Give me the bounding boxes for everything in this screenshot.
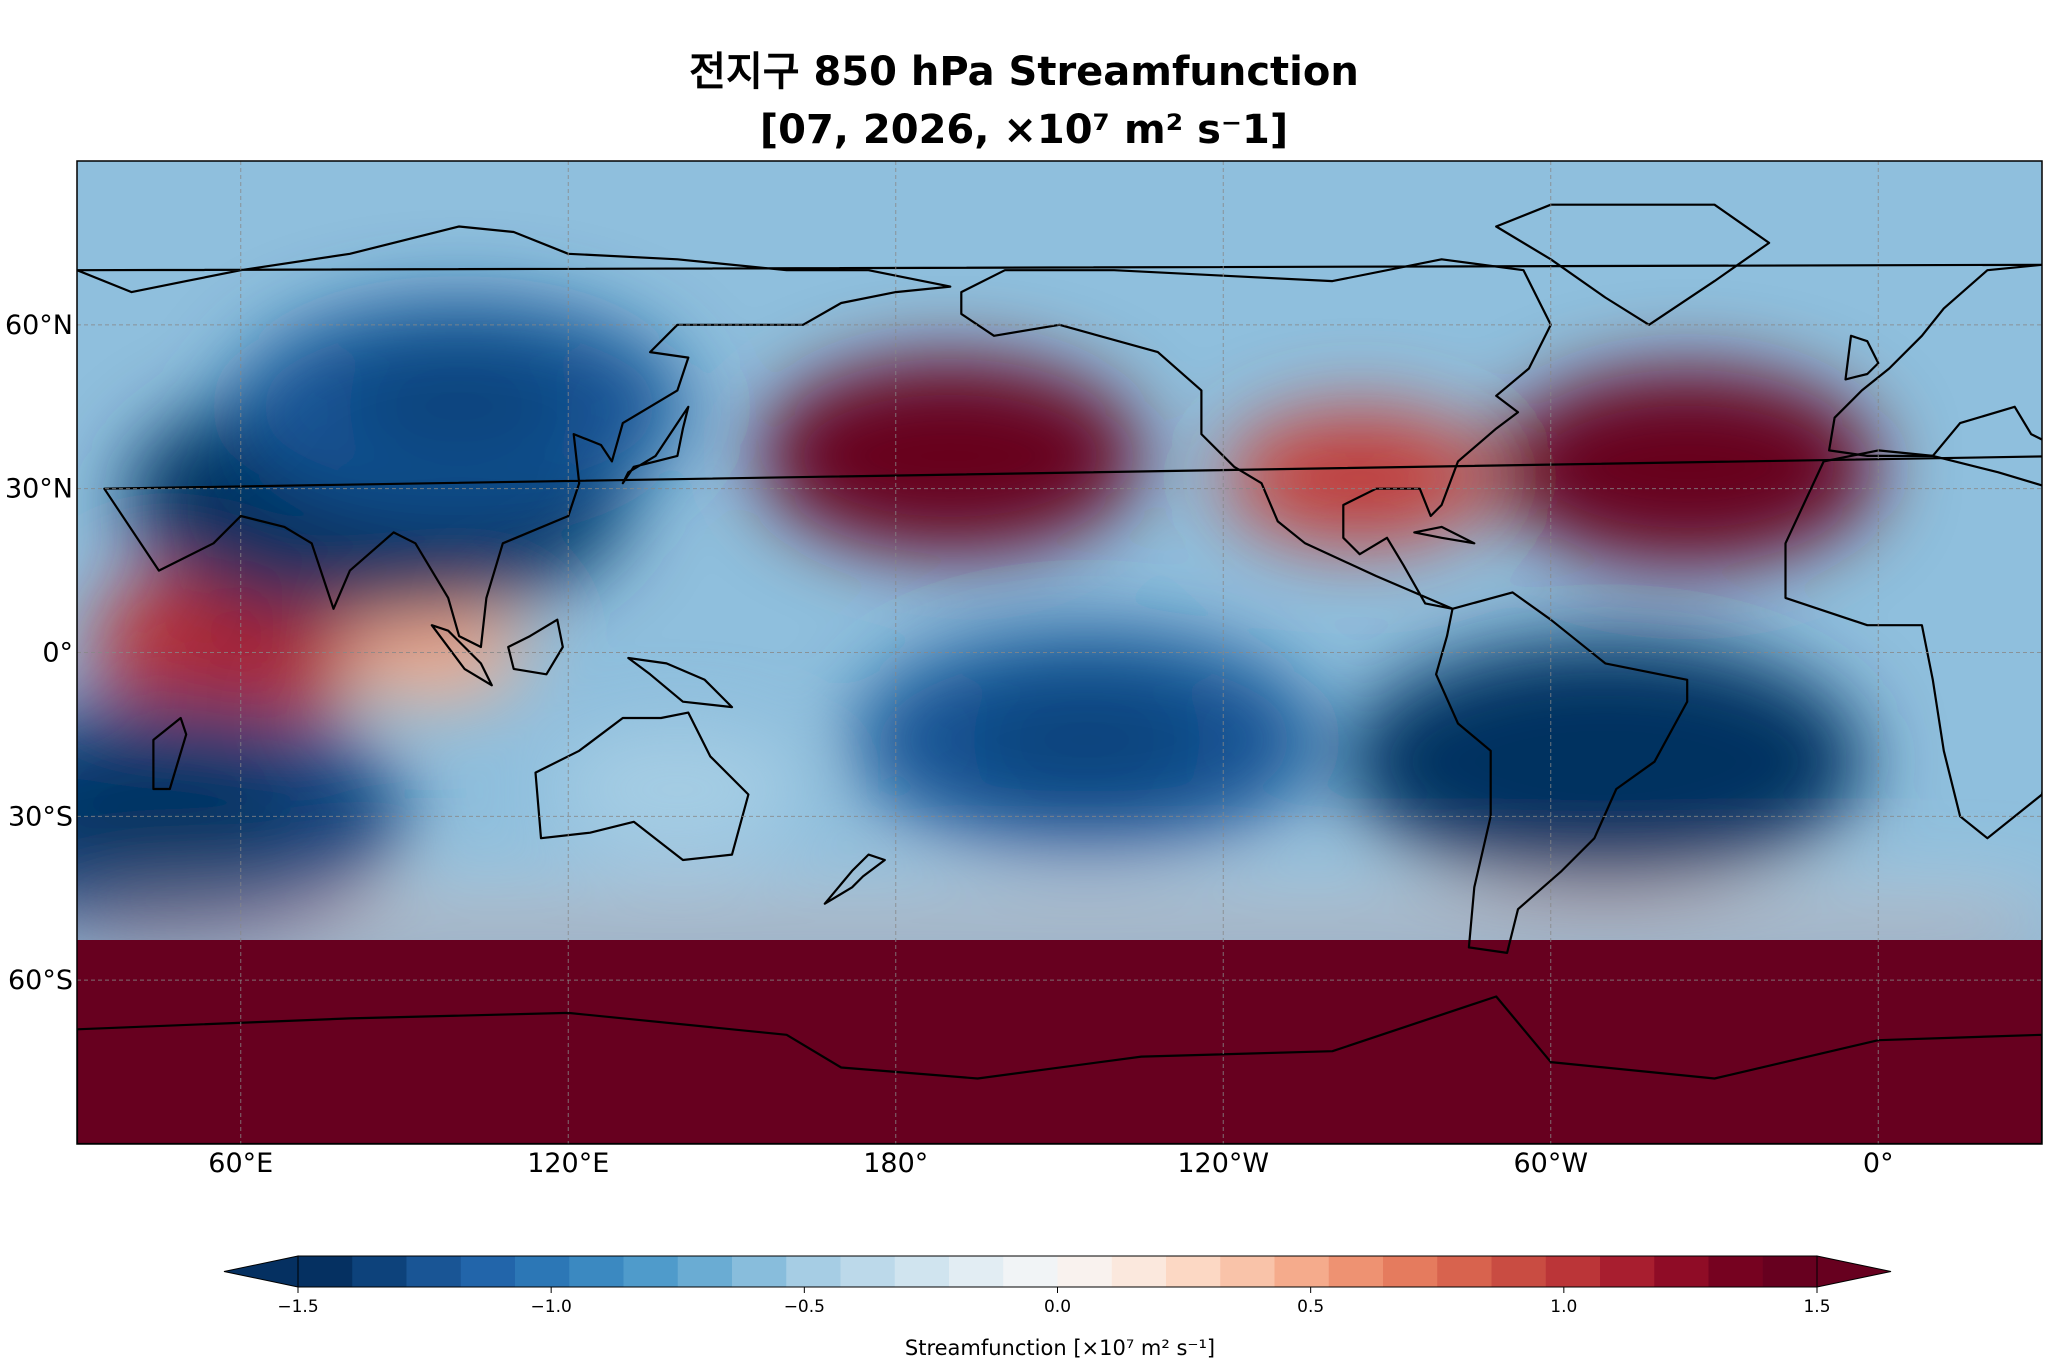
southern-high-band	[77, 940, 2042, 1144]
colorbar-tick-label: 0.0	[1044, 1297, 1071, 1317]
map-frame	[76, 160, 2043, 1145]
colorbar-tick-label: −1.5	[277, 1297, 318, 1317]
coastline-uk	[1844, 334, 1880, 381]
map-title-line2: [07, 2026, ×10⁷ m² s⁻1]	[759, 107, 1289, 153]
cyclone-core-8	[962, 682, 1212, 798]
coastline-greenland	[1495, 203, 1771, 326]
colorbar-tick-label: 0.5	[1297, 1297, 1324, 1317]
colorbar-extend-max	[1816, 1255, 1892, 1288]
gridlines	[77, 161, 2042, 1144]
cyclone-core-10	[609, 757, 746, 821]
lat-tick-label: 30°S	[8, 801, 73, 832]
colorbar-swatch	[1762, 1256, 1818, 1287]
colorbar-swatch	[1111, 1256, 1167, 1287]
coastline-borneo	[507, 618, 564, 676]
anticyclone-core-2	[1286, 440, 1434, 515]
streamfunction-field	[77, 161, 2042, 1144]
colorbar-swatch	[1491, 1256, 1547, 1287]
cyclone-core-6	[337, 350, 581, 463]
colorbar-swatch	[1057, 1256, 1113, 1287]
coastline-japan	[621, 405, 690, 485]
colorbar: −1.5 −1.0 −0.5 0.0 0.5 1.0 1.5	[223, 1255, 1892, 1317]
colorbar-swatch	[1003, 1256, 1058, 1287]
anticyclone-core-1	[1584, 415, 1790, 519]
coastline-nz	[823, 853, 886, 905]
lon-tick-label: 180°	[863, 1148, 928, 1179]
colorbar-swatch	[786, 1256, 841, 1287]
lon-tick-label: 120°E	[527, 1148, 609, 1179]
colorbar-swatch	[352, 1256, 407, 1287]
colorbar-swatch	[677, 1256, 733, 1287]
colorbar-swatch	[949, 1256, 1004, 1287]
colorbar-swatch	[515, 1256, 570, 1287]
colorbar-swatch	[298, 1256, 353, 1287]
colorbar-swatch	[1166, 1256, 1221, 1287]
colorbar-swatch	[1600, 1256, 1655, 1287]
colorbar-swatch	[732, 1256, 787, 1287]
colorbar-swatch	[1328, 1256, 1384, 1287]
coastline-south_america	[1434, 591, 1689, 955]
colorbar-extend-min	[223, 1255, 299, 1288]
colorbar-swatch	[894, 1256, 950, 1287]
lat-tick-label: 60°S	[8, 965, 73, 996]
lat-tick-label: 60°N	[5, 310, 73, 341]
lat-tick-label: 0°	[42, 638, 73, 669]
colorbar-swatch	[1220, 1256, 1275, 1287]
colorbar-swatch	[406, 1256, 462, 1287]
latitude-tick-labels: 60°N 30°N 0° 30°S 60°S	[5, 310, 73, 996]
coastline-madagascar	[152, 716, 188, 791]
map-title-line1: 전지구 850 hPa Streamfunction	[689, 49, 1359, 95]
lon-tick-label: 120°W	[1177, 1148, 1269, 1179]
coastline-sumatra	[430, 624, 493, 687]
lon-tick-label: 60°E	[208, 1148, 273, 1179]
colorbar-swatch	[623, 1256, 679, 1287]
coastline-africa	[1784, 449, 2042, 840]
colorbar-swatch	[1545, 1256, 1601, 1287]
colorbar-swatch	[569, 1256, 624, 1287]
colorbar-swatch	[460, 1256, 516, 1287]
coastlines	[77, 203, 2042, 1144]
colorbar-label: Streamfunction [×10⁷ m² s⁻¹]	[905, 1336, 1215, 1360]
colorbar-swatch	[1708, 1256, 1764, 1287]
anticyclone-core-0	[847, 404, 1053, 508]
cyclone-core-9	[1466, 697, 1745, 827]
coastline-cuba	[1413, 525, 1476, 545]
colorbar-swatch	[1383, 1256, 1438, 1287]
lon-tick-label: 0°	[1863, 1148, 1894, 1179]
colorbar-swatch	[840, 1256, 896, 1287]
coastline-eurasia	[77, 225, 2042, 649]
coastline-north_america	[960, 258, 1552, 610]
coastline-antarctica	[77, 995, 2042, 1144]
coastline-new_guinea	[627, 656, 734, 709]
colorbar-tick-label: 1.0	[1550, 1297, 1577, 1317]
colorbar-swatch	[1274, 1256, 1330, 1287]
colorbar-tick-label: −1.0	[531, 1297, 572, 1317]
lat-tick-label: 30°N	[5, 474, 73, 505]
anticyclone-core-3	[159, 600, 323, 683]
colorbar-swatch	[1437, 1256, 1492, 1287]
colorbar-tick-label: −0.5	[784, 1297, 825, 1317]
colorbar-swatch	[1654, 1256, 1709, 1287]
colorbar-tick-label: 1.5	[1803, 1297, 1830, 1317]
longitude-tick-labels: 60°E 120°E 180° 120°W 60°W 0°	[208, 1148, 1893, 1179]
zero-contour-band	[77, 887, 2042, 918]
lon-tick-label: 60°W	[1513, 1148, 1588, 1179]
coastline-australia	[534, 711, 750, 862]
